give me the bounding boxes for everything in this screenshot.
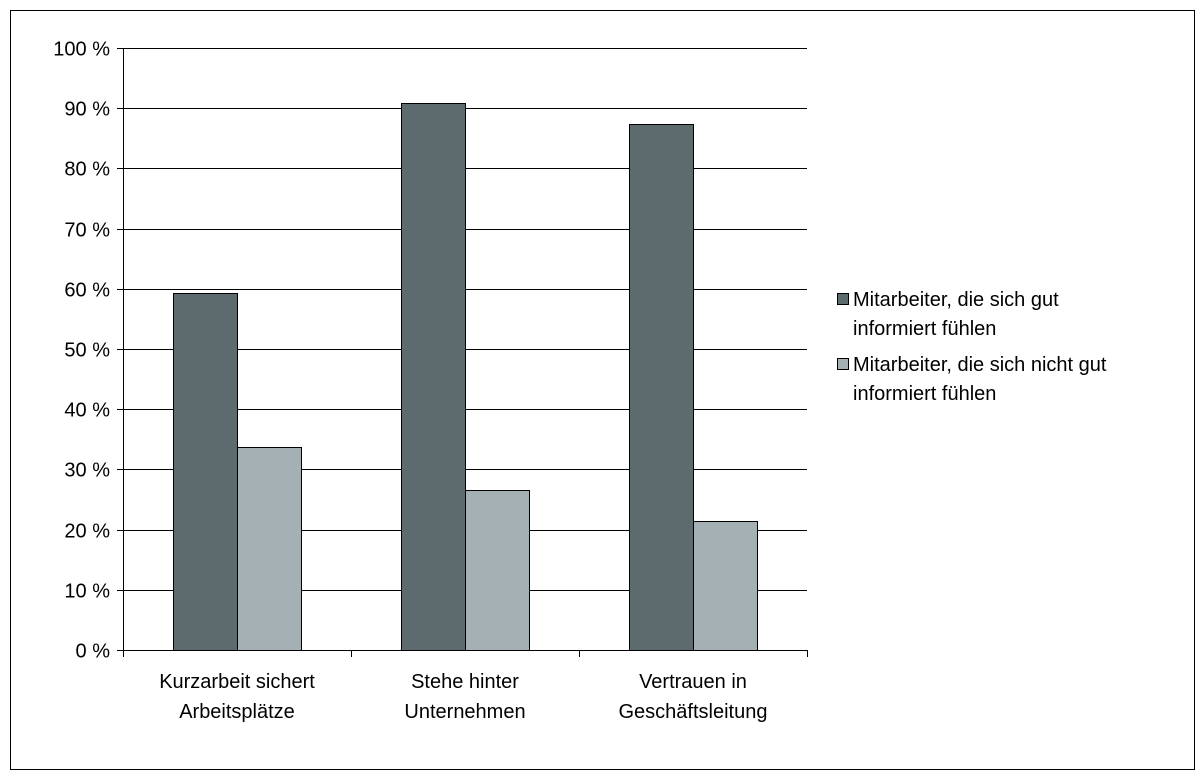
y-tick-label: 0 % xyxy=(76,641,111,663)
x-category-label: Kurzarbeit sichert xyxy=(159,671,315,693)
legend-label: informiert fühlen xyxy=(853,318,996,340)
x-category-label: Stehe hinter xyxy=(411,671,519,693)
legend-label: Mitarbeiter, die sich gut xyxy=(853,289,1059,311)
y-tick-label: 60 % xyxy=(64,280,110,302)
y-tick-label: 10 % xyxy=(64,581,110,603)
bar-1-2 xyxy=(401,103,466,651)
y-tick-label: 20 % xyxy=(64,521,110,543)
x-category-label: Unternehmen xyxy=(404,701,525,723)
y-tick-label: 30 % xyxy=(64,460,110,482)
y-tick-label: 40 % xyxy=(64,400,110,422)
legend-label: informiert fühlen xyxy=(853,383,996,405)
bar-2-3 xyxy=(693,521,758,651)
y-tick-label: 100 % xyxy=(53,39,110,61)
x-category-label: Arbeitsplätze xyxy=(179,701,295,723)
legend-swatch-2 xyxy=(837,358,849,370)
y-tick-label: 50 % xyxy=(64,340,110,362)
legend-label: Mitarbeiter, die sich nicht gut xyxy=(853,354,1107,376)
x-category-label: Vertrauen in xyxy=(639,671,747,693)
x-category-label: Geschäftsleitung xyxy=(619,701,768,723)
y-tick-label: 70 % xyxy=(64,220,110,242)
axes: 0 % 10 % 20 % 30 % 40 % 50 % 60 % 70 % 80 % 90 % 1… xyxy=(53,39,808,723)
bars xyxy=(173,103,758,651)
y-tick-label: 80 % xyxy=(64,159,110,181)
legend-swatch-1 xyxy=(837,293,849,305)
legend: Mitarbeiter, die sich gut informiert fühl… xyxy=(837,289,1107,405)
bar-1-3 xyxy=(629,124,694,651)
bar-1-1 xyxy=(173,293,238,651)
bar-chart: 0 % 10 % 20 % 30 % 40 % 50 % 60 % 70 % 80 % 90 % 1… xyxy=(53,39,1107,724)
y-tick-label: 90 % xyxy=(64,99,110,121)
chart-frame: 0 % 10 % 20 % 30 % 40 % 50 % 60 % 70 % 80 % 90 % 1… xyxy=(10,10,1195,770)
bar-2-2 xyxy=(465,490,530,651)
bar-2-1 xyxy=(237,447,302,651)
